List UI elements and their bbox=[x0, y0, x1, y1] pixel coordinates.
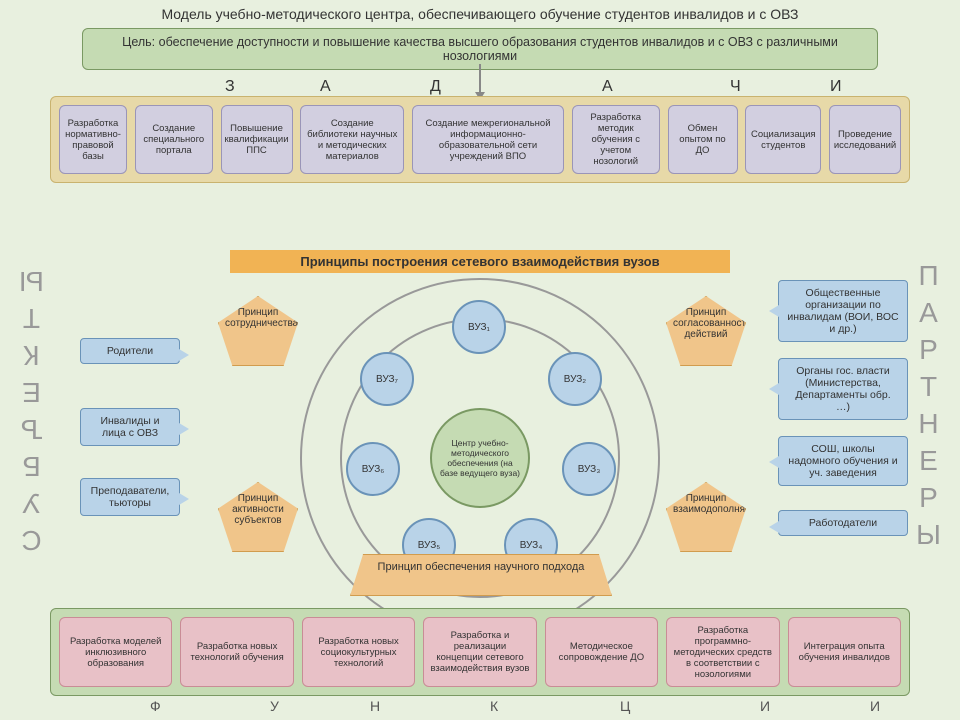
letter: И bbox=[760, 698, 770, 714]
letter: Н bbox=[370, 698, 380, 714]
letter: Д bbox=[430, 78, 441, 96]
center-node: Центр учебно-методического обеспечения (… bbox=[430, 408, 530, 508]
function-box: Разработка новых технологий обучения bbox=[180, 617, 293, 687]
subject-callout: Родители bbox=[80, 338, 180, 364]
letters-top: ЗАДАЧИ bbox=[0, 78, 960, 98]
page-title: Модель учебно-методического центра, обес… bbox=[50, 6, 910, 22]
partner-callout: Органы гос. власти (Министерства, Департ… bbox=[778, 358, 908, 420]
letter: И bbox=[830, 78, 842, 96]
function-box: Интеграция опыта обучения инвалидов bbox=[788, 617, 901, 687]
function-box: Разработка моделей инклюзивного образова… bbox=[59, 617, 172, 687]
task-box: Повышение квалификации ППС bbox=[221, 105, 293, 174]
letter: Ц bbox=[620, 698, 630, 714]
principles-banner: Принципы построения сетевого взаимодейст… bbox=[230, 250, 730, 273]
tasks-row: Разработка нормативно-правовой базыСозда… bbox=[50, 96, 910, 183]
vuz-node: ВУЗ₆ bbox=[346, 442, 400, 496]
task-box: Разработка методик обучения с учетом ноз… bbox=[572, 105, 660, 174]
letter: К bbox=[490, 698, 498, 714]
task-box: Разработка нормативно-правовой базы bbox=[59, 105, 127, 174]
letter: И bbox=[870, 698, 880, 714]
partner-callout: Общественные организации по инвалидам (В… bbox=[778, 280, 908, 342]
task-box: Создание библиотеки научных и методическ… bbox=[300, 105, 404, 174]
partner-callout: Работодатели bbox=[778, 510, 908, 536]
function-box: Разработка новых социокультурных техноло… bbox=[302, 617, 415, 687]
letter: А bbox=[320, 78, 331, 96]
partner-callout: СОШ, школы надомного обучения и уч. заве… bbox=[778, 436, 908, 486]
function-box: Методическое сопровождение ДО bbox=[545, 617, 658, 687]
letter: Ч bbox=[730, 78, 741, 96]
task-box: Проведение исследований bbox=[829, 105, 901, 174]
funcs-row: Разработка моделей инклюзивного образова… bbox=[50, 608, 910, 696]
letters-bottom: ФУНКЦИИ bbox=[0, 698, 960, 716]
task-box: Создание межрегиональной информационно-о… bbox=[412, 105, 564, 174]
vuz-node: ВУЗ₂ bbox=[548, 352, 602, 406]
principle-pentagon: Принцип согласованности действий bbox=[666, 296, 746, 366]
function-box: Разработка программно-методических средс… bbox=[666, 617, 779, 687]
letter: А bbox=[602, 78, 613, 96]
task-box: Создание специального портала bbox=[135, 105, 213, 174]
principle-pentagon: Принцип сотрудничества bbox=[218, 296, 298, 366]
partners-vlabel: ПАРТНЕРЫ bbox=[912, 260, 944, 556]
subject-callout: Преподаватели, тьюторы bbox=[80, 478, 180, 516]
vuz-node: ВУЗ₇ bbox=[360, 352, 414, 406]
task-box: Социализация студентов bbox=[745, 105, 821, 174]
vuz-node: ВУЗ₃ bbox=[562, 442, 616, 496]
task-box: Обмен опытом по ДО bbox=[668, 105, 738, 174]
letter: Ф bbox=[150, 698, 161, 714]
vuz-node: ВУЗ₁ bbox=[452, 300, 506, 354]
principle-pentagon: Принцип активности субъектов bbox=[218, 482, 298, 552]
principle-pentagon: Принцип взаимодополняемости bbox=[666, 482, 746, 552]
subject-callout: Инвалиды и лица с ОВЗ bbox=[80, 408, 180, 446]
letter: У bbox=[270, 698, 279, 714]
function-box: Разработка и реализации концепции сетево… bbox=[423, 617, 536, 687]
principle-bottom: Принцип обеспечения научного подхода bbox=[350, 554, 612, 596]
subjects-vlabel: СУБЪЕКТЫ bbox=[16, 260, 48, 556]
letter: З bbox=[225, 78, 235, 96]
